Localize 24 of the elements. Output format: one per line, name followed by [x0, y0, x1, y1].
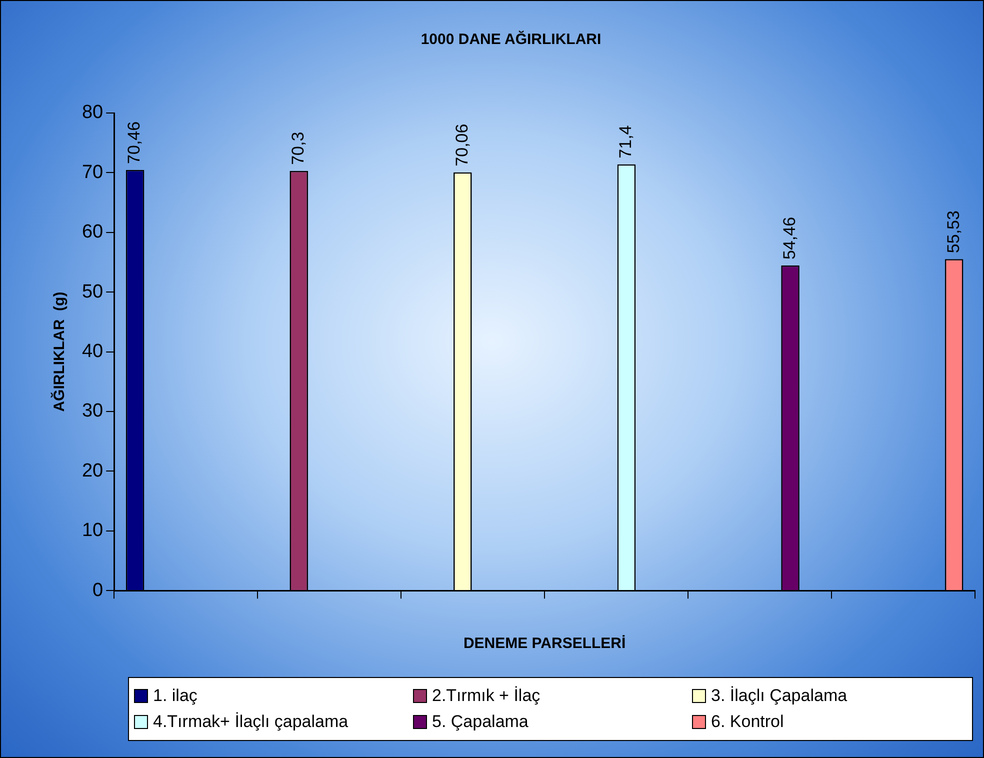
x-axis-title: DENEME PARSELLERİ — [463, 635, 626, 652]
y-tick-label: 0 — [92, 580, 104, 601]
legend-label: 3. İlaçlı Çapalama — [711, 686, 848, 706]
y-tick-label: 10 — [82, 520, 104, 542]
y-tick-label: 20 — [82, 460, 104, 482]
y-axis-title: AĞIRLIKLAR (g) — [50, 292, 68, 412]
y-tick-label: 80 — [82, 102, 104, 124]
legend-label: 6. Kontrol — [711, 712, 784, 732]
data-label: 70,06 — [452, 124, 472, 166]
data-label: 55,53 — [944, 210, 963, 254]
y-tick-label: 50 — [82, 281, 104, 302]
y-tick-label: 30 — [82, 400, 104, 422]
y-tick-label: 60 — [82, 222, 104, 243]
y-tick-label: 70 — [82, 162, 104, 183]
legend-label: 1. ilaç — [153, 686, 198, 706]
data-label: 70,3 — [288, 132, 308, 165]
legend-label: 4.Tırmak+ İlaçlı çapalama — [153, 712, 348, 732]
data-label: 71,4 — [616, 125, 636, 158]
data-label: 70,46 — [124, 121, 144, 164]
y-tick-label: 40 — [82, 341, 104, 362]
chart-title: 1000 DANE AĞIRLIKLARI — [420, 30, 602, 48]
legend-label: 2.Tırmık + İlaç — [432, 686, 540, 706]
legend-label: 5. Çapalama — [432, 712, 528, 732]
data-label: 54,46 — [780, 216, 799, 260]
